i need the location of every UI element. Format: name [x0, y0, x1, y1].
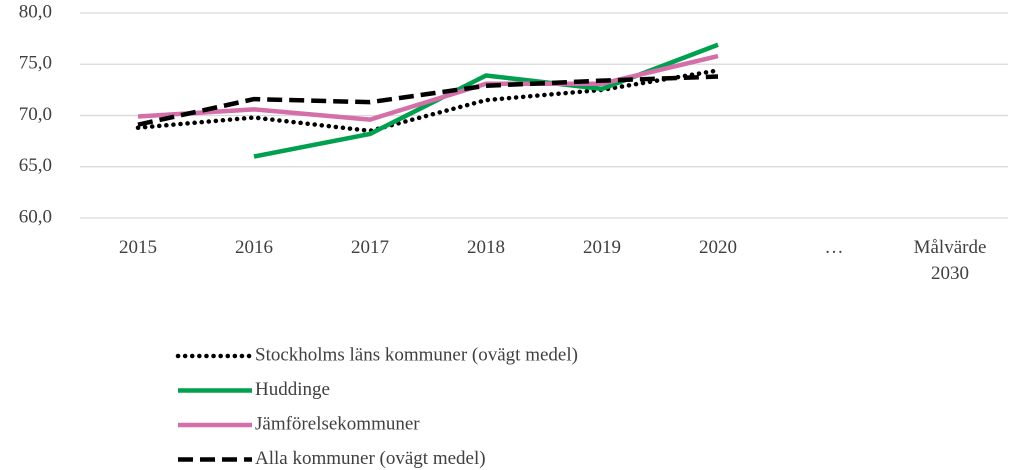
y-tick-label: 65,0: [19, 155, 52, 176]
x-tick-label: 2017: [351, 237, 389, 258]
series-line: [137, 74, 719, 127]
x-tick-label: 2020: [699, 237, 737, 258]
x-tick-label: 2016: [235, 237, 273, 258]
legend-label: Huddinge: [255, 379, 330, 400]
series-line: [137, 53, 719, 122]
legend-label: Jämförelsekommuner: [255, 413, 420, 434]
series-line: [135, 68, 721, 134]
x-tick-label: …: [824, 237, 844, 258]
y-tick-label: 80,0: [19, 1, 52, 22]
x-tick-label: 2015: [119, 237, 157, 258]
y-tick-label: 70,0: [19, 104, 52, 125]
y-tick-label: 60,0: [19, 206, 52, 227]
x-tick-label: Målvärde 2030: [913, 237, 987, 284]
legend-label: Stockholms läns kommuner (ovägt medel): [255, 344, 578, 365]
legend-label: Alla kommuner (ovägt medel): [255, 448, 486, 469]
x-tick-label: 2019: [583, 237, 621, 258]
y-tick-label: 75,0: [19, 53, 52, 74]
x-tick-label: 2018: [467, 237, 505, 258]
